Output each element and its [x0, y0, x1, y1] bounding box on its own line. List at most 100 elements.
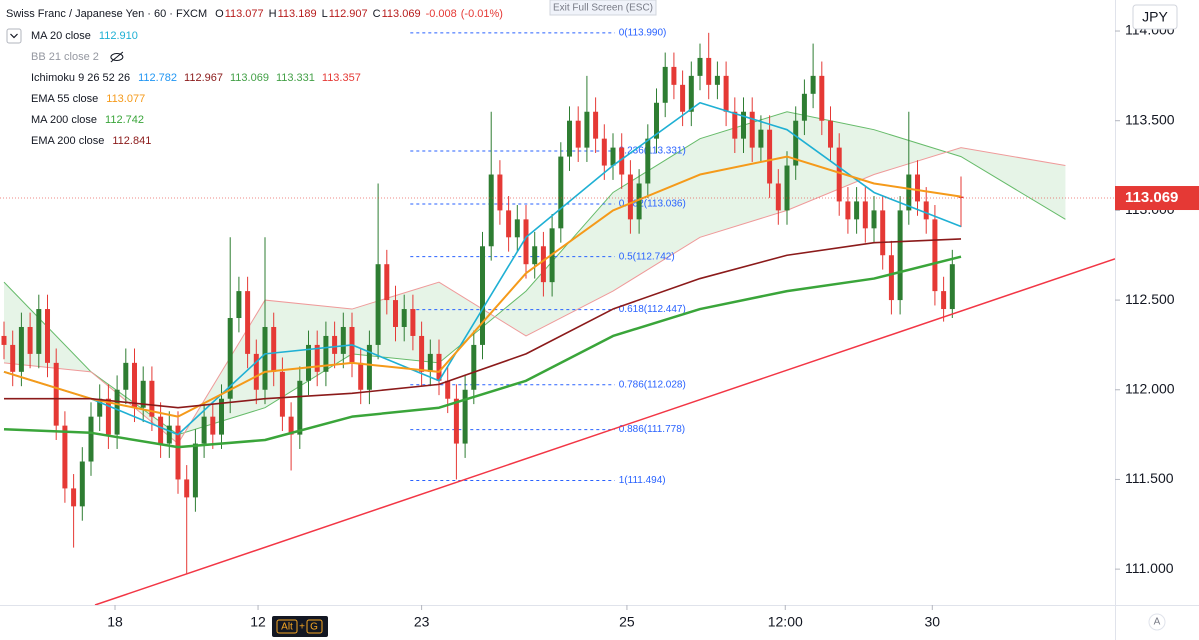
- candle-body: [741, 111, 747, 139]
- candle-body: [514, 219, 520, 238]
- candle-body: [593, 111, 599, 139]
- auto-scale-label: A: [1154, 617, 1161, 628]
- candle-body: [271, 326, 277, 372]
- indicator-name: MA 200 close: [31, 114, 97, 126]
- candle-body: [654, 102, 660, 139]
- currency: JPY: [1142, 9, 1168, 25]
- candle-body: [10, 344, 16, 372]
- plot-area: 0(113.990) 0.236(113.331) 0.382(113.036) 0.…: [1, 27, 1115, 605]
- change-value: -0.008: [426, 8, 457, 20]
- candle-body: [445, 380, 451, 399]
- candle-body: [123, 362, 129, 390]
- candle-body: [419, 335, 425, 372]
- chevron-icon: [10, 33, 18, 39]
- indicator-value: 113.357: [322, 72, 361, 84]
- candle-body: [384, 264, 390, 301]
- candle-body: [453, 398, 459, 444]
- indicator-value: 113.077: [106, 93, 145, 105]
- candle-body: [436, 353, 442, 381]
- candle-body: [706, 57, 712, 85]
- candle-body: [619, 147, 625, 175]
- candle-body: [697, 57, 703, 76]
- shortcut-key: [306, 619, 323, 634]
- candle-body: [949, 264, 955, 310]
- indicator-name: EMA 200 close: [31, 135, 104, 147]
- auto-scale-button[interactable]: [1148, 613, 1166, 631]
- candle-body: [862, 201, 868, 229]
- indicator-line: [3, 155, 962, 418]
- candle-body: [688, 75, 694, 112]
- overlay: JPY Exit Full Screen (ESC) Alt + G A: [272, 0, 1178, 637]
- candle-body: [767, 129, 773, 184]
- candle-body: [645, 138, 651, 184]
- cloud-fill: [4, 111, 1066, 444]
- fib-label: 0.236(113.331): [619, 146, 686, 157]
- candle-body: [819, 75, 825, 121]
- candle-body: [366, 344, 372, 390]
- indicator-value: 113.331: [276, 72, 315, 84]
- candle-body: [714, 75, 720, 85]
- candle-body: [45, 309, 51, 363]
- collapse-button[interactable]: [6, 28, 22, 44]
- candle-body: [401, 309, 407, 327]
- last-price-box: [1115, 186, 1199, 211]
- candle-body: [784, 165, 790, 211]
- x-tick-label: 25: [619, 614, 635, 630]
- candle-body: [97, 398, 103, 417]
- candle-body: [497, 174, 503, 211]
- candle-body: [236, 291, 242, 319]
- visibility-icon[interactable]: [110, 53, 124, 61]
- fib-label: 1(111.494): [619, 475, 666, 486]
- candle-body: [836, 147, 842, 202]
- candle-body: [627, 174, 633, 220]
- candle-body: [749, 111, 755, 148]
- y-tick-label: 111.000: [1125, 560, 1174, 576]
- candle-body: [105, 398, 111, 435]
- shortcut-text: +: [299, 622, 305, 633]
- candle-body: [662, 66, 668, 103]
- candle-body: [915, 174, 921, 202]
- candle-body: [854, 201, 860, 220]
- candle-body: [584, 111, 590, 148]
- candle-body: [140, 380, 146, 408]
- indicator-line: [3, 255, 962, 449]
- candle-body: [906, 174, 912, 211]
- candle-body: [932, 219, 938, 292]
- candle-body: [332, 335, 338, 354]
- ohlc-value: 113.077: [225, 8, 264, 20]
- tooltip-box: [549, 0, 657, 16]
- candle-body: [845, 201, 851, 220]
- candle-body: [149, 380, 155, 417]
- candle-body: [671, 66, 677, 85]
- candle-body: [1, 335, 7, 345]
- x-tick-label: 30: [925, 614, 941, 630]
- candle-body: [462, 389, 468, 444]
- shortcut-box: [272, 616, 328, 637]
- ohlc-value: 113.069: [382, 8, 421, 20]
- candle-body: [532, 246, 538, 265]
- candle-body: [297, 380, 303, 435]
- candle-body: [810, 75, 816, 94]
- candle-body: [723, 75, 729, 112]
- currency-box[interactable]: [1132, 4, 1178, 30]
- candle-body: [114, 389, 120, 435]
- candle-body: [288, 416, 294, 435]
- candle-body: [393, 300, 399, 327]
- candle-body: [375, 264, 381, 345]
- tooltip: Exit Full Screen (ESC): [553, 3, 653, 14]
- indicator-value: 112.782: [138, 72, 177, 84]
- ohlc-value: 112.907: [329, 8, 368, 20]
- y-tick-label: 112.500: [1125, 291, 1175, 307]
- candle-body: [88, 416, 94, 462]
- candle-body: [219, 398, 225, 435]
- shortcut-text: G: [310, 622, 318, 633]
- candle-body: [488, 174, 494, 247]
- candle-body: [871, 210, 877, 229]
- trendline: [94, 258, 1115, 605]
- change-percent: (-0.01%): [461, 8, 503, 20]
- candle-body: [793, 120, 799, 166]
- candle-body: [62, 425, 68, 489]
- x-tick-label: 18: [107, 614, 123, 630]
